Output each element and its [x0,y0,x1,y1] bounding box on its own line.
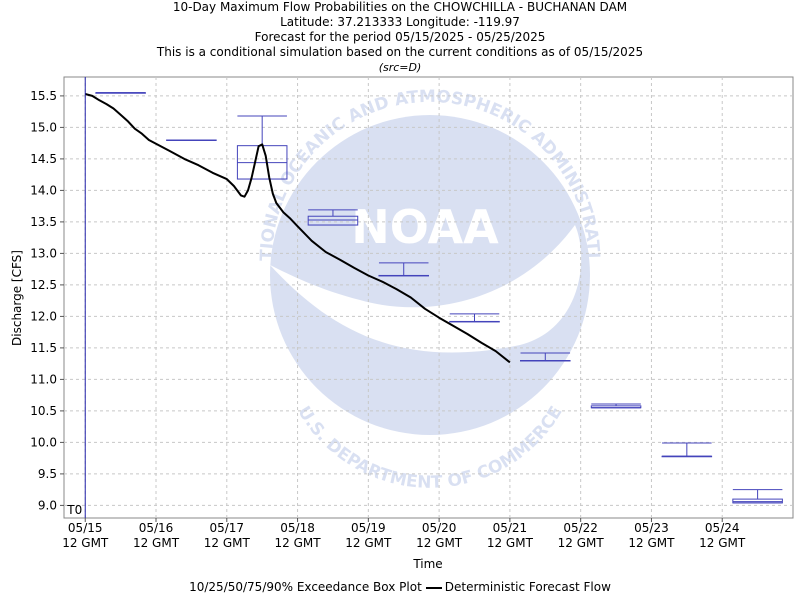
y-tick-label: 9.5 [38,467,57,481]
boxplot-day [166,139,217,141]
boxplot-day [378,262,429,277]
y-tick-label: 11.0 [30,372,57,386]
x-tick-date-label: 05/24 [705,521,740,535]
legend-line-swatch [425,586,442,589]
y-tick-label: 9.0 [38,498,57,512]
x-tick-time-label: 12 GMT [699,536,746,550]
x-tick-date-label: 05/21 [493,521,528,535]
forecast-line-layer [84,93,511,364]
x-tick-date-label: 05/20 [422,521,457,535]
axes: 9.0 9.5 10.0 10.5 11.0 11.5 12.0 12.5 13.0 13.5 14… [30,77,746,550]
x-tick-time-label: 12 GMT [275,536,322,550]
chart-location: Latitude: 37.213333 Longitude: -119.97 [280,15,520,29]
x-tick-date-label: 05/23 [634,521,669,535]
x-tick-date-label: 05/22 [563,521,598,535]
x-tick-date-label: 05/16 [139,521,174,535]
chart-titles: 10-Day Maximum Flow Probabilities on the… [0,0,800,75]
x-tick-date-label: 05/19 [351,521,386,535]
x-tick-time-label: 12 GMT [628,536,675,550]
chart-title: 10-Day Maximum Flow Probabilities on the… [172,0,628,14]
t0-label: T0 [66,503,82,517]
exceedance-boxplots [95,92,783,504]
chart-legend: 10/25/50/75/90% Exceedance Box Plot Deter… [0,580,800,594]
x-tick-date-label: 05/15 [68,521,103,535]
y-tick-label: 12.0 [30,309,57,323]
legend-boxplot-label: 10/25/50/75/90% Exceedance Box Plot [189,580,422,594]
y-tick-label: 13.5 [30,215,57,229]
x-tick-date-label: 05/17 [209,521,244,535]
x-tick-time-label: 12 GMT [487,536,534,550]
y-tick-label: 15.5 [30,89,57,103]
boxplot-day [520,352,571,362]
boxplot-day [449,313,500,323]
boxplot-iqr-box [307,215,359,226]
y-tick-label: 11.5 [30,341,57,355]
plot-area [63,76,794,519]
boxplot-day [307,209,359,226]
y-tick-label: 14.0 [30,183,57,197]
x-tick-time-label: 12 GMT [62,536,109,550]
x-tick-time-label: 12 GMT [345,536,392,550]
y-tick-label: 10.5 [30,404,57,418]
deterministic-forecast-line [84,93,511,364]
chart-source: (src=D) [378,61,422,74]
y-axis-title: Discharge [CFS] [10,250,24,346]
x-tick-date-label: 05/18 [280,521,315,535]
boxplot-day [732,489,783,504]
boxplot-day [661,442,713,458]
x-tick-time-label: 12 GMT [133,536,180,550]
noaa-logo-text: NOAA [351,200,499,254]
y-tick-label: 15.0 [30,120,57,134]
x-axis-title: Time [412,557,442,571]
legend-line-label: Deterministic Forecast Flow [444,580,611,594]
chart-conditions-note: This is a conditional simulation based o… [156,45,644,59]
boxplot-day [95,92,146,94]
x-tick-time-label: 12 GMT [204,536,251,550]
noaa-bird-shape [270,225,582,353]
boxplot-day [590,403,642,409]
x-tick-time-label: 12 GMT [416,536,463,550]
chart-period: Forecast for the period 05/15/2025 - 05/… [254,30,546,44]
y-tick-label: 12.5 [30,278,57,292]
y-tick-label: 10.0 [30,435,57,449]
x-tick-time-label: 12 GMT [558,536,605,550]
y-tick-label: 13.0 [30,246,57,260]
boxplot-iqr-box [732,498,783,504]
y-tick-label: 14.5 [30,152,57,166]
